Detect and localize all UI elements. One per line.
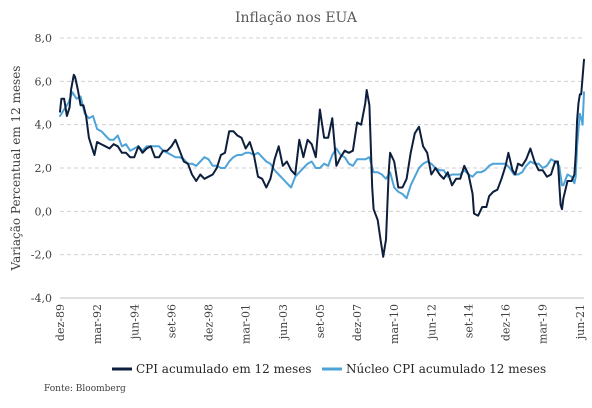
series-line-core-cpi xyxy=(59,91,585,200)
x-tick-label: dez-98 xyxy=(203,304,216,341)
x-tick-label: jun-94 xyxy=(128,304,141,341)
y-tick-label: 4,0 xyxy=(35,119,53,132)
x-tick-label: dez-16 xyxy=(500,304,513,341)
x-tick-label: dez-89 xyxy=(54,304,67,341)
y-tick-label: 8,0 xyxy=(35,32,53,45)
y-tick-label: 2,0 xyxy=(35,162,53,175)
x-tick-label: set-14 xyxy=(462,304,475,338)
y-axis-ticks: 8,0 6,0 4,0 2,0 0,0 -2,0 -4,0 xyxy=(31,32,52,305)
series-line-cpi xyxy=(59,58,585,258)
x-tick-label: set-96 xyxy=(165,304,178,338)
legend: CPI acumulado em 12 meses Núcleo CPI acu… xyxy=(112,362,546,376)
y-tick-label: 6,0 xyxy=(35,75,53,88)
x-tick-label: mar-10 xyxy=(388,304,401,344)
series-lines xyxy=(59,58,585,258)
y-tick-label: 0,0 xyxy=(35,205,53,218)
legend-label-core-cpi: Núcleo CPI acumulado 12 meses xyxy=(346,362,546,376)
x-tick-label: set-05 xyxy=(314,304,327,338)
x-tick-label: jun-03 xyxy=(277,304,290,341)
y-tick-label: -4,0 xyxy=(31,292,52,305)
x-tick-label: mar-19 xyxy=(537,304,550,344)
x-tick-label: dez-07 xyxy=(351,304,364,341)
x-tick-label: jun-12 xyxy=(425,304,438,341)
x-tick-label: mar-01 xyxy=(240,304,253,344)
x-tick-label: jun-21 xyxy=(574,304,587,341)
chart-title: Inflação nos EUA xyxy=(235,10,358,26)
x-axis-ticks: dez-89 mar-92 jun-94 set-96 dez-98 mar-01 jun-… xyxy=(54,304,587,344)
x-tick-label: mar-92 xyxy=(91,304,104,344)
y-tick-label: -2,0 xyxy=(31,249,52,262)
legend-label-cpi: CPI acumulado em 12 meses xyxy=(136,362,312,376)
source-note: Fonte: Bloomberg xyxy=(44,384,126,394)
y-axis-label: Variação Percentual em 12 meses xyxy=(9,66,23,272)
